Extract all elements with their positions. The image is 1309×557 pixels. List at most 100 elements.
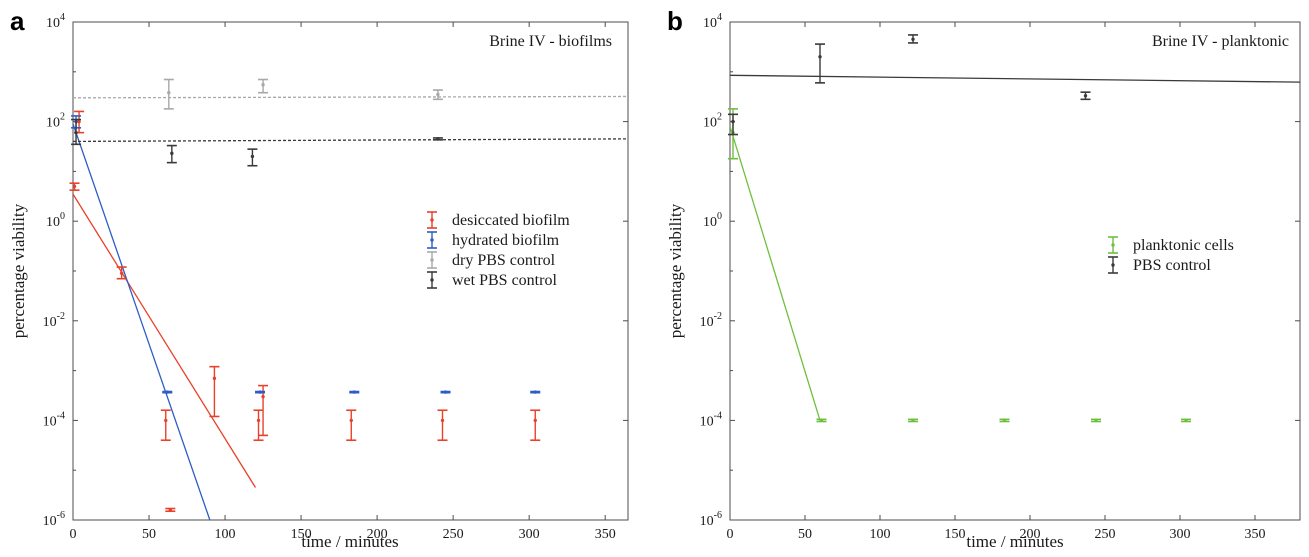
data-point	[1094, 418, 1098, 423]
x-tick-label-b: 250	[1095, 527, 1116, 542]
data-point	[436, 137, 440, 141]
y-tick-label-a: 10-2	[43, 311, 65, 330]
data-point	[261, 83, 265, 87]
chart-title-b: Brine IV - planktonic	[1152, 33, 1289, 50]
x-tick-label-a: 200	[367, 527, 388, 542]
data-point	[1083, 94, 1088, 98]
data-point	[1184, 418, 1188, 423]
series-b-0	[728, 108, 1191, 423]
fit-line-a-3	[73, 138, 628, 143]
data-point	[165, 390, 169, 394]
legend-marker-dot	[430, 258, 434, 262]
x-tick-label-a: 100	[215, 527, 236, 542]
legend-marker-dot	[430, 238, 434, 242]
x-tick-label-a: 300	[519, 527, 540, 542]
legend-a: desiccated biofilm hydrated biofilm dry PB…	[427, 211, 570, 289]
panel-letter-b: b	[667, 6, 683, 36]
x-tick-label-b: 0	[727, 527, 734, 542]
data-point	[1002, 418, 1007, 423]
data-point	[533, 390, 537, 394]
y-tick-label-b: 10-2	[700, 311, 722, 330]
legend-label: dry PBS control	[452, 252, 556, 269]
panel-letter-a: a	[10, 6, 25, 36]
data-point	[911, 418, 915, 423]
fit-line-b-1	[730, 74, 1300, 83]
y-tick-label-a: 100	[46, 211, 65, 230]
y-tick-label-b: 10-6	[700, 510, 722, 529]
series-a-1	[71, 115, 541, 394]
y-tick-label-b: 100	[703, 211, 722, 230]
x-tick-label-b: 150	[945, 527, 966, 542]
x-tick-label-a: 350	[595, 527, 616, 542]
y-tick-label-b: 10-4	[700, 410, 722, 429]
data-point	[256, 418, 261, 423]
fit-lines-b	[730, 74, 1300, 421]
data-point	[440, 418, 445, 423]
x-tick-label-b: 50	[798, 527, 812, 542]
legend-label: planktonic cells	[1133, 237, 1234, 254]
y-tick-label-a: 10-6	[43, 510, 65, 529]
data-point	[819, 418, 824, 423]
x-tick-label-b: 100	[870, 527, 891, 542]
y-tick-label-a: 102	[46, 112, 65, 131]
data-point	[168, 508, 173, 512]
y-axis-label-a: percentage viability	[9, 203, 28, 338]
data-point	[533, 418, 537, 423]
panel-a: a Brine IV - biofilms time / minutes per…	[9, 6, 629, 551]
series-a-3	[71, 118, 443, 167]
fit-line-a-2	[73, 95, 628, 99]
data-point	[911, 37, 915, 41]
legend-marker-dot	[430, 278, 434, 282]
data-point	[164, 418, 168, 423]
data-point	[74, 130, 78, 135]
y-tick-label-b: 104	[703, 12, 722, 31]
data-point	[77, 119, 81, 124]
x-tick-label-a: 250	[443, 527, 464, 542]
x-axis-label-b: time / minutes	[966, 532, 1063, 551]
x-tick-label-a: 0	[70, 527, 77, 542]
data-point	[170, 151, 174, 156]
x-tick-label-a: 150	[291, 527, 312, 542]
x-axis-label-a: time / minutes	[301, 532, 398, 551]
series-b-1	[728, 34, 1091, 136]
x-tick-label-b: 300	[1170, 527, 1191, 542]
data-point	[349, 418, 353, 423]
series-a-2	[163, 78, 443, 110]
fit-line-a-0	[73, 193, 257, 488]
legend-label: PBS control	[1133, 257, 1211, 274]
y-tick-label-b: 102	[703, 112, 722, 131]
fit-line-b-0	[730, 126, 821, 421]
data-point	[250, 154, 255, 159]
data-point	[436, 92, 440, 97]
legend-label: hydrated biofilm	[452, 232, 560, 249]
plot-frame-b	[729, 21, 1301, 521]
data-point	[258, 390, 262, 394]
legend-marker-dot	[1111, 243, 1115, 247]
data-point	[818, 55, 822, 59]
fit-line-a-1	[73, 123, 211, 520]
plot-area-b: 0 50 100 150 200 250 300 350 104 102 100 10-2 10-4 10…	[700, 12, 1300, 542]
legend-marker-dot	[430, 218, 434, 222]
legend-label: desiccated biofilm	[452, 212, 570, 229]
series-a-0	[69, 110, 541, 513]
legend-marker-dot	[1111, 263, 1115, 267]
chart-title-a: Brine IV - biofilms	[489, 33, 612, 50]
y-axis-label-b: percentage viability	[666, 203, 685, 338]
data-point	[261, 394, 265, 399]
y-tick-label-a: 104	[46, 12, 65, 31]
data-point	[119, 271, 124, 275]
legend-label: wet PBS control	[452, 272, 557, 289]
x-tick-label-b: 350	[1245, 527, 1266, 542]
data-point	[72, 184, 77, 189]
data-point	[443, 390, 448, 394]
data-point	[352, 390, 357, 394]
x-tick-label-a: 50	[142, 527, 156, 542]
y-tick-label-a: 10-4	[43, 410, 65, 429]
panel-b: b Brine IV - planktonic time / minutes p…	[666, 6, 1301, 551]
plot-area-a: 0 50 100 150 200 250 300 350 104 102 100 10-2 10-4 10…	[43, 12, 628, 542]
data-point	[212, 376, 217, 381]
legend-b: planktonic cells PBS control	[1108, 236, 1234, 274]
data-point	[731, 119, 735, 124]
x-tick-label-b: 200	[1020, 527, 1041, 542]
